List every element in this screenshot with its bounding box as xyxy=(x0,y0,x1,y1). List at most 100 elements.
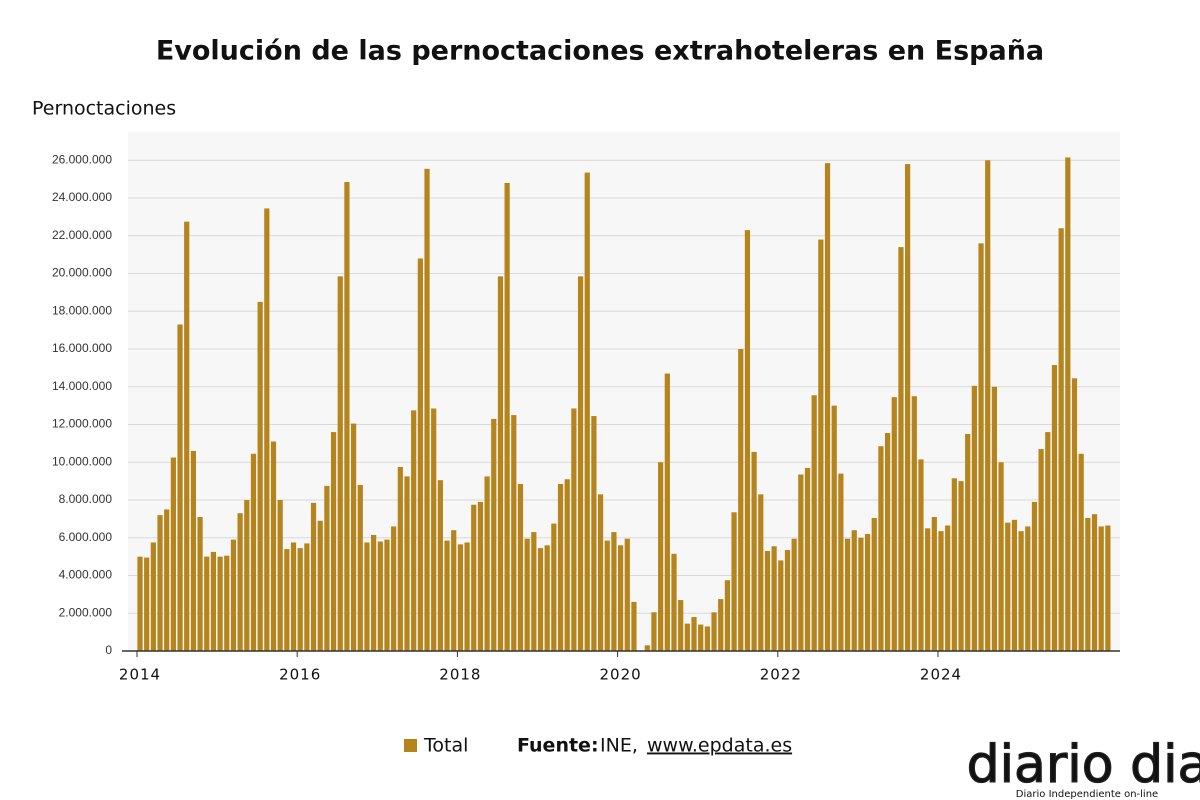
bar xyxy=(864,533,871,651)
bar xyxy=(885,433,891,651)
bar xyxy=(210,551,217,651)
bar xyxy=(604,540,610,651)
bar xyxy=(1018,531,1024,651)
x-tick-label: 2018 xyxy=(439,666,481,684)
bar xyxy=(364,542,370,651)
bar xyxy=(958,481,964,651)
y-tick-label: 6.000.000 xyxy=(59,530,113,544)
bar xyxy=(744,230,751,651)
logo: diario dia xyxy=(967,735,1200,795)
bar xyxy=(497,276,504,651)
bar xyxy=(985,160,991,652)
bar xyxy=(164,509,170,651)
source-text: INE, xyxy=(600,735,638,757)
bar xyxy=(731,512,737,651)
bar xyxy=(811,395,817,651)
bar xyxy=(230,539,237,651)
source-link[interactable]: www.epdata.es xyxy=(647,735,792,757)
bar xyxy=(798,474,804,651)
bar xyxy=(838,473,844,651)
bar xyxy=(564,479,570,651)
legend-swatch xyxy=(404,739,417,752)
bar xyxy=(224,555,230,651)
bar xyxy=(1025,526,1031,651)
bar xyxy=(324,485,330,651)
bar xyxy=(170,457,176,651)
bar xyxy=(177,324,183,651)
bar xyxy=(411,410,417,651)
bar xyxy=(991,386,997,651)
bar xyxy=(738,349,744,651)
bar xyxy=(517,483,524,651)
bar xyxy=(758,494,764,651)
bar xyxy=(531,532,537,651)
bar xyxy=(818,239,824,652)
bar xyxy=(971,385,977,651)
bar xyxy=(844,538,851,651)
bar xyxy=(931,517,937,651)
bar xyxy=(658,462,664,651)
chart-title: Evolución de las pernoctaciones extrahot… xyxy=(156,36,1044,67)
bar xyxy=(190,450,196,651)
bar xyxy=(804,467,811,651)
bar xyxy=(831,405,837,651)
bar xyxy=(1051,365,1058,651)
x-tick-label: 2016 xyxy=(279,666,321,684)
bar xyxy=(344,182,350,651)
bar xyxy=(377,541,383,651)
bar xyxy=(577,276,584,651)
bar xyxy=(477,501,484,651)
bar xyxy=(597,494,604,651)
y-tick-label: 10.000.000 xyxy=(52,454,112,468)
y-tick-label: 18.000.000 xyxy=(52,303,112,317)
bar xyxy=(611,532,617,651)
bar xyxy=(911,396,917,651)
bar xyxy=(631,601,637,651)
bar xyxy=(250,453,257,651)
bar xyxy=(304,543,310,651)
y-tick-label: 2.000.000 xyxy=(59,605,113,619)
bar xyxy=(1038,449,1044,651)
bar xyxy=(337,276,343,651)
bar xyxy=(851,530,857,651)
bar xyxy=(704,626,710,651)
bar xyxy=(1065,157,1071,651)
bar xyxy=(137,556,143,651)
bar xyxy=(204,556,210,651)
y-tick-label: 24.000.000 xyxy=(52,190,112,204)
bar xyxy=(871,517,877,651)
y-tick-label: 4.000.000 xyxy=(59,568,113,582)
bar xyxy=(437,480,443,651)
bar xyxy=(371,534,377,651)
bar xyxy=(1031,501,1038,651)
bar xyxy=(764,550,771,651)
legend-label: Total xyxy=(423,735,468,757)
y-tick-label: 14.000.000 xyxy=(52,379,112,393)
bar xyxy=(310,502,317,651)
bar xyxy=(1005,522,1011,651)
bar xyxy=(898,247,904,651)
plot-area xyxy=(128,132,1120,651)
bar xyxy=(351,423,357,651)
bar xyxy=(945,525,951,651)
bar xyxy=(217,556,223,651)
y-tick-label: 12.000.000 xyxy=(52,417,112,431)
bar xyxy=(905,164,911,652)
bar xyxy=(618,545,624,651)
bar xyxy=(678,600,684,651)
bar xyxy=(784,550,791,651)
bar xyxy=(397,466,403,651)
bar xyxy=(1091,514,1098,651)
bar xyxy=(1105,525,1111,651)
bar xyxy=(684,623,690,651)
bar xyxy=(691,617,697,651)
bar xyxy=(457,544,463,651)
bar xyxy=(925,528,931,651)
bar xyxy=(471,504,477,651)
bar xyxy=(951,478,957,651)
bar xyxy=(751,451,757,651)
bar xyxy=(511,415,517,651)
bar xyxy=(237,513,243,651)
bar xyxy=(644,645,650,651)
bar xyxy=(464,542,470,651)
